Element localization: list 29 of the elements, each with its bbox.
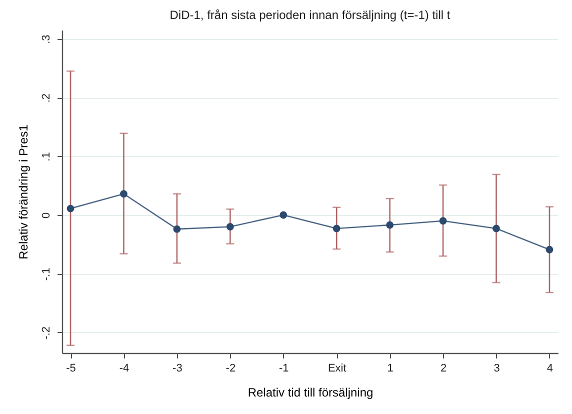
y-tick-label: -.2 (40, 326, 52, 340)
x-tick-label: 4 (546, 362, 554, 374)
x-tick-label: -5 (66, 362, 76, 374)
y-tick-label: -.1 (40, 268, 52, 281)
point (546, 246, 554, 254)
x-tick-label: Exit (328, 362, 346, 374)
point (492, 224, 500, 232)
y-axis-title: Relativ förändring i Pres1 (16, 124, 30, 260)
point (226, 223, 234, 230)
point (120, 190, 128, 198)
point (386, 221, 394, 229)
point (173, 225, 181, 233)
point (439, 217, 447, 225)
x-tick-label: -4 (119, 362, 130, 374)
x-tick-label: -3 (172, 362, 182, 374)
x-tick-label: -1 (279, 362, 289, 374)
x-tick-label: 3 (494, 362, 500, 374)
x-tick-label: 2 (440, 362, 447, 374)
point (66, 204, 74, 212)
x-tick-label: 1 (387, 362, 394, 374)
y-tick-label: .2 (40, 93, 52, 103)
y-tick-label: 0 (40, 212, 52, 219)
chart-title: DiD-1, från sista perioden innan försäljning (t=-1) till t (170, 8, 451, 22)
y-tick-label: .1 (40, 152, 52, 162)
x-axis-title: Relativ tid till försäljning (248, 386, 374, 400)
point (332, 224, 340, 232)
x-tick-label: -2 (226, 362, 236, 374)
point (280, 211, 288, 219)
y-tick-label: .3 (40, 34, 52, 44)
